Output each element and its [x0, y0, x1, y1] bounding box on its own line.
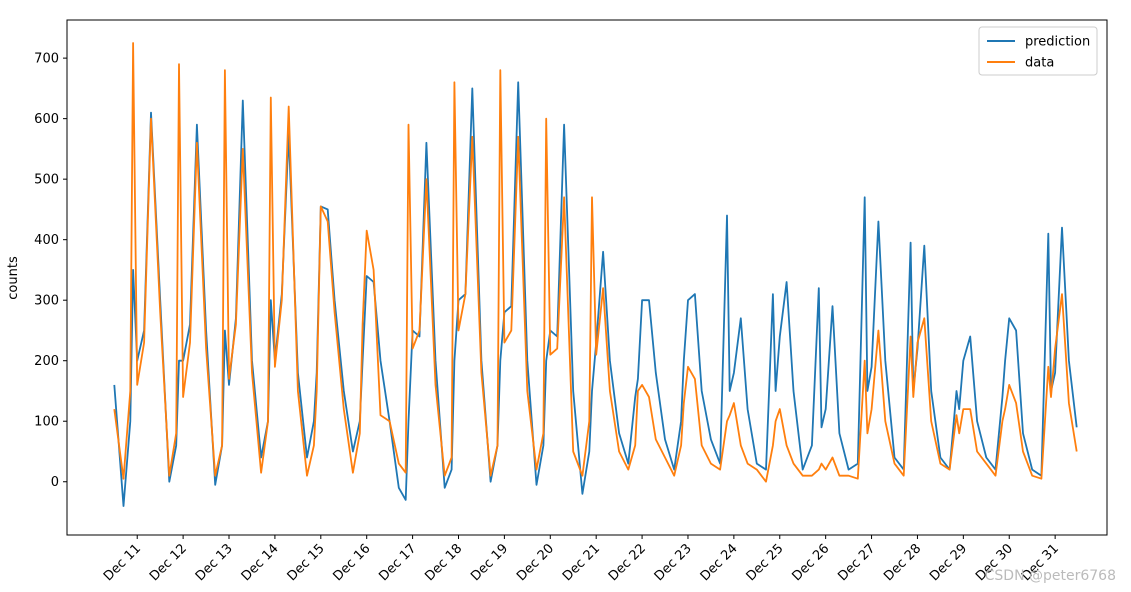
legend-label: data [1025, 56, 1054, 71]
x-tick-label: Dec 22 [606, 541, 649, 584]
x-tick-label: Dec 16 [331, 541, 374, 584]
y-tick-label: 200 [34, 354, 59, 369]
x-tick-label: Dec 11 [101, 541, 144, 584]
y-tick-label: 300 [34, 294, 59, 309]
y-tick-label: 0 [51, 475, 59, 490]
x-tick-label: Dec 19 [468, 541, 511, 584]
legend-label: prediction [1025, 35, 1090, 50]
x-tick-label: Dec 20 [514, 541, 557, 584]
plot-frame [66, 19, 1108, 536]
y-tick-label: 400 [34, 233, 59, 248]
x-tick-label: Dec 24 [698, 541, 741, 584]
y-tick-label: 500 [34, 173, 59, 188]
y-tick-label: 700 [34, 52, 59, 67]
x-tick-label: Dec 25 [744, 541, 787, 584]
y-tick-label: 100 [34, 415, 59, 430]
x-tick-label: Dec 17 [376, 541, 419, 584]
x-tick-label: Dec 21 [560, 541, 603, 584]
x-tick-label: Dec 29 [927, 541, 970, 584]
x-tick-label: Dec 14 [239, 541, 282, 584]
watermark: CSDN @peter6768 [985, 568, 1116, 584]
x-tick-label: Dec 13 [193, 541, 236, 584]
x-tick-label: Dec 18 [422, 541, 465, 584]
x-tick-label: Dec 26 [789, 541, 832, 584]
x-tick-label: Dec 15 [285, 541, 328, 584]
series-line [113, 42, 1078, 483]
y-axis-label: counts [6, 256, 21, 300]
x-tick-label: Dec 23 [652, 541, 695, 584]
y-tick-label: 600 [34, 112, 59, 127]
x-tick-label: Dec 28 [881, 541, 924, 584]
x-tick-label: Dec 12 [147, 541, 190, 584]
x-tick-label: Dec 27 [835, 541, 878, 584]
